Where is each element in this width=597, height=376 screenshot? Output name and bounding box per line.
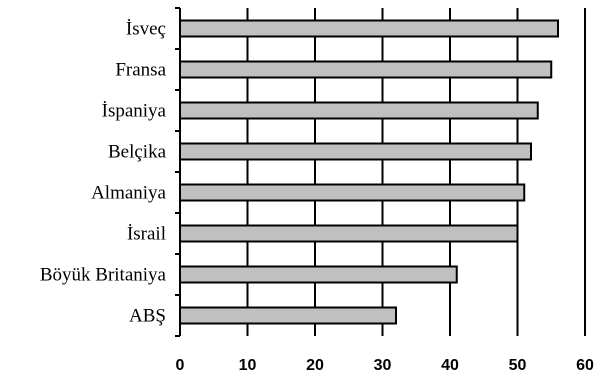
category-label-3: Belçika <box>108 142 167 163</box>
bar-7 <box>179 306 397 325</box>
category-label-0: İsveç <box>126 19 166 40</box>
bar-5 <box>179 224 519 243</box>
bar-4 <box>179 183 526 202</box>
category-label-6: Böyük Britaniya <box>40 265 167 286</box>
category-label-4: Almaniya <box>91 183 166 204</box>
x-tick-label-50: 50 <box>509 357 527 374</box>
x-tick-label-10: 10 <box>239 357 257 374</box>
category-label-2: İspaniya <box>102 101 167 122</box>
category-label-1: Fransa <box>115 60 166 81</box>
bar-3 <box>179 142 532 161</box>
x-tick-label-60: 60 <box>576 357 594 374</box>
x-tick-label-0: 0 <box>176 357 185 374</box>
y-axis-ticks <box>175 7 180 337</box>
category-label-5: İsrail <box>127 224 166 245</box>
x-tick-labels: 0 10 20 30 40 50 60 <box>176 357 594 374</box>
x-tick-label-30: 30 <box>374 357 392 374</box>
x-tick-label-20: 20 <box>306 357 324 374</box>
bar-2 <box>179 101 539 120</box>
category-labels: İsveç Fransa İspaniya Belçika Almaniya İsrail… <box>40 19 167 327</box>
bar-0 <box>179 19 559 38</box>
category-label-7: ABŞ <box>129 306 166 327</box>
bars <box>179 19 559 325</box>
gridlines <box>246 8 586 336</box>
bar-6 <box>179 265 458 284</box>
bar-1 <box>179 60 553 79</box>
x-tick-label-40: 40 <box>441 357 459 374</box>
